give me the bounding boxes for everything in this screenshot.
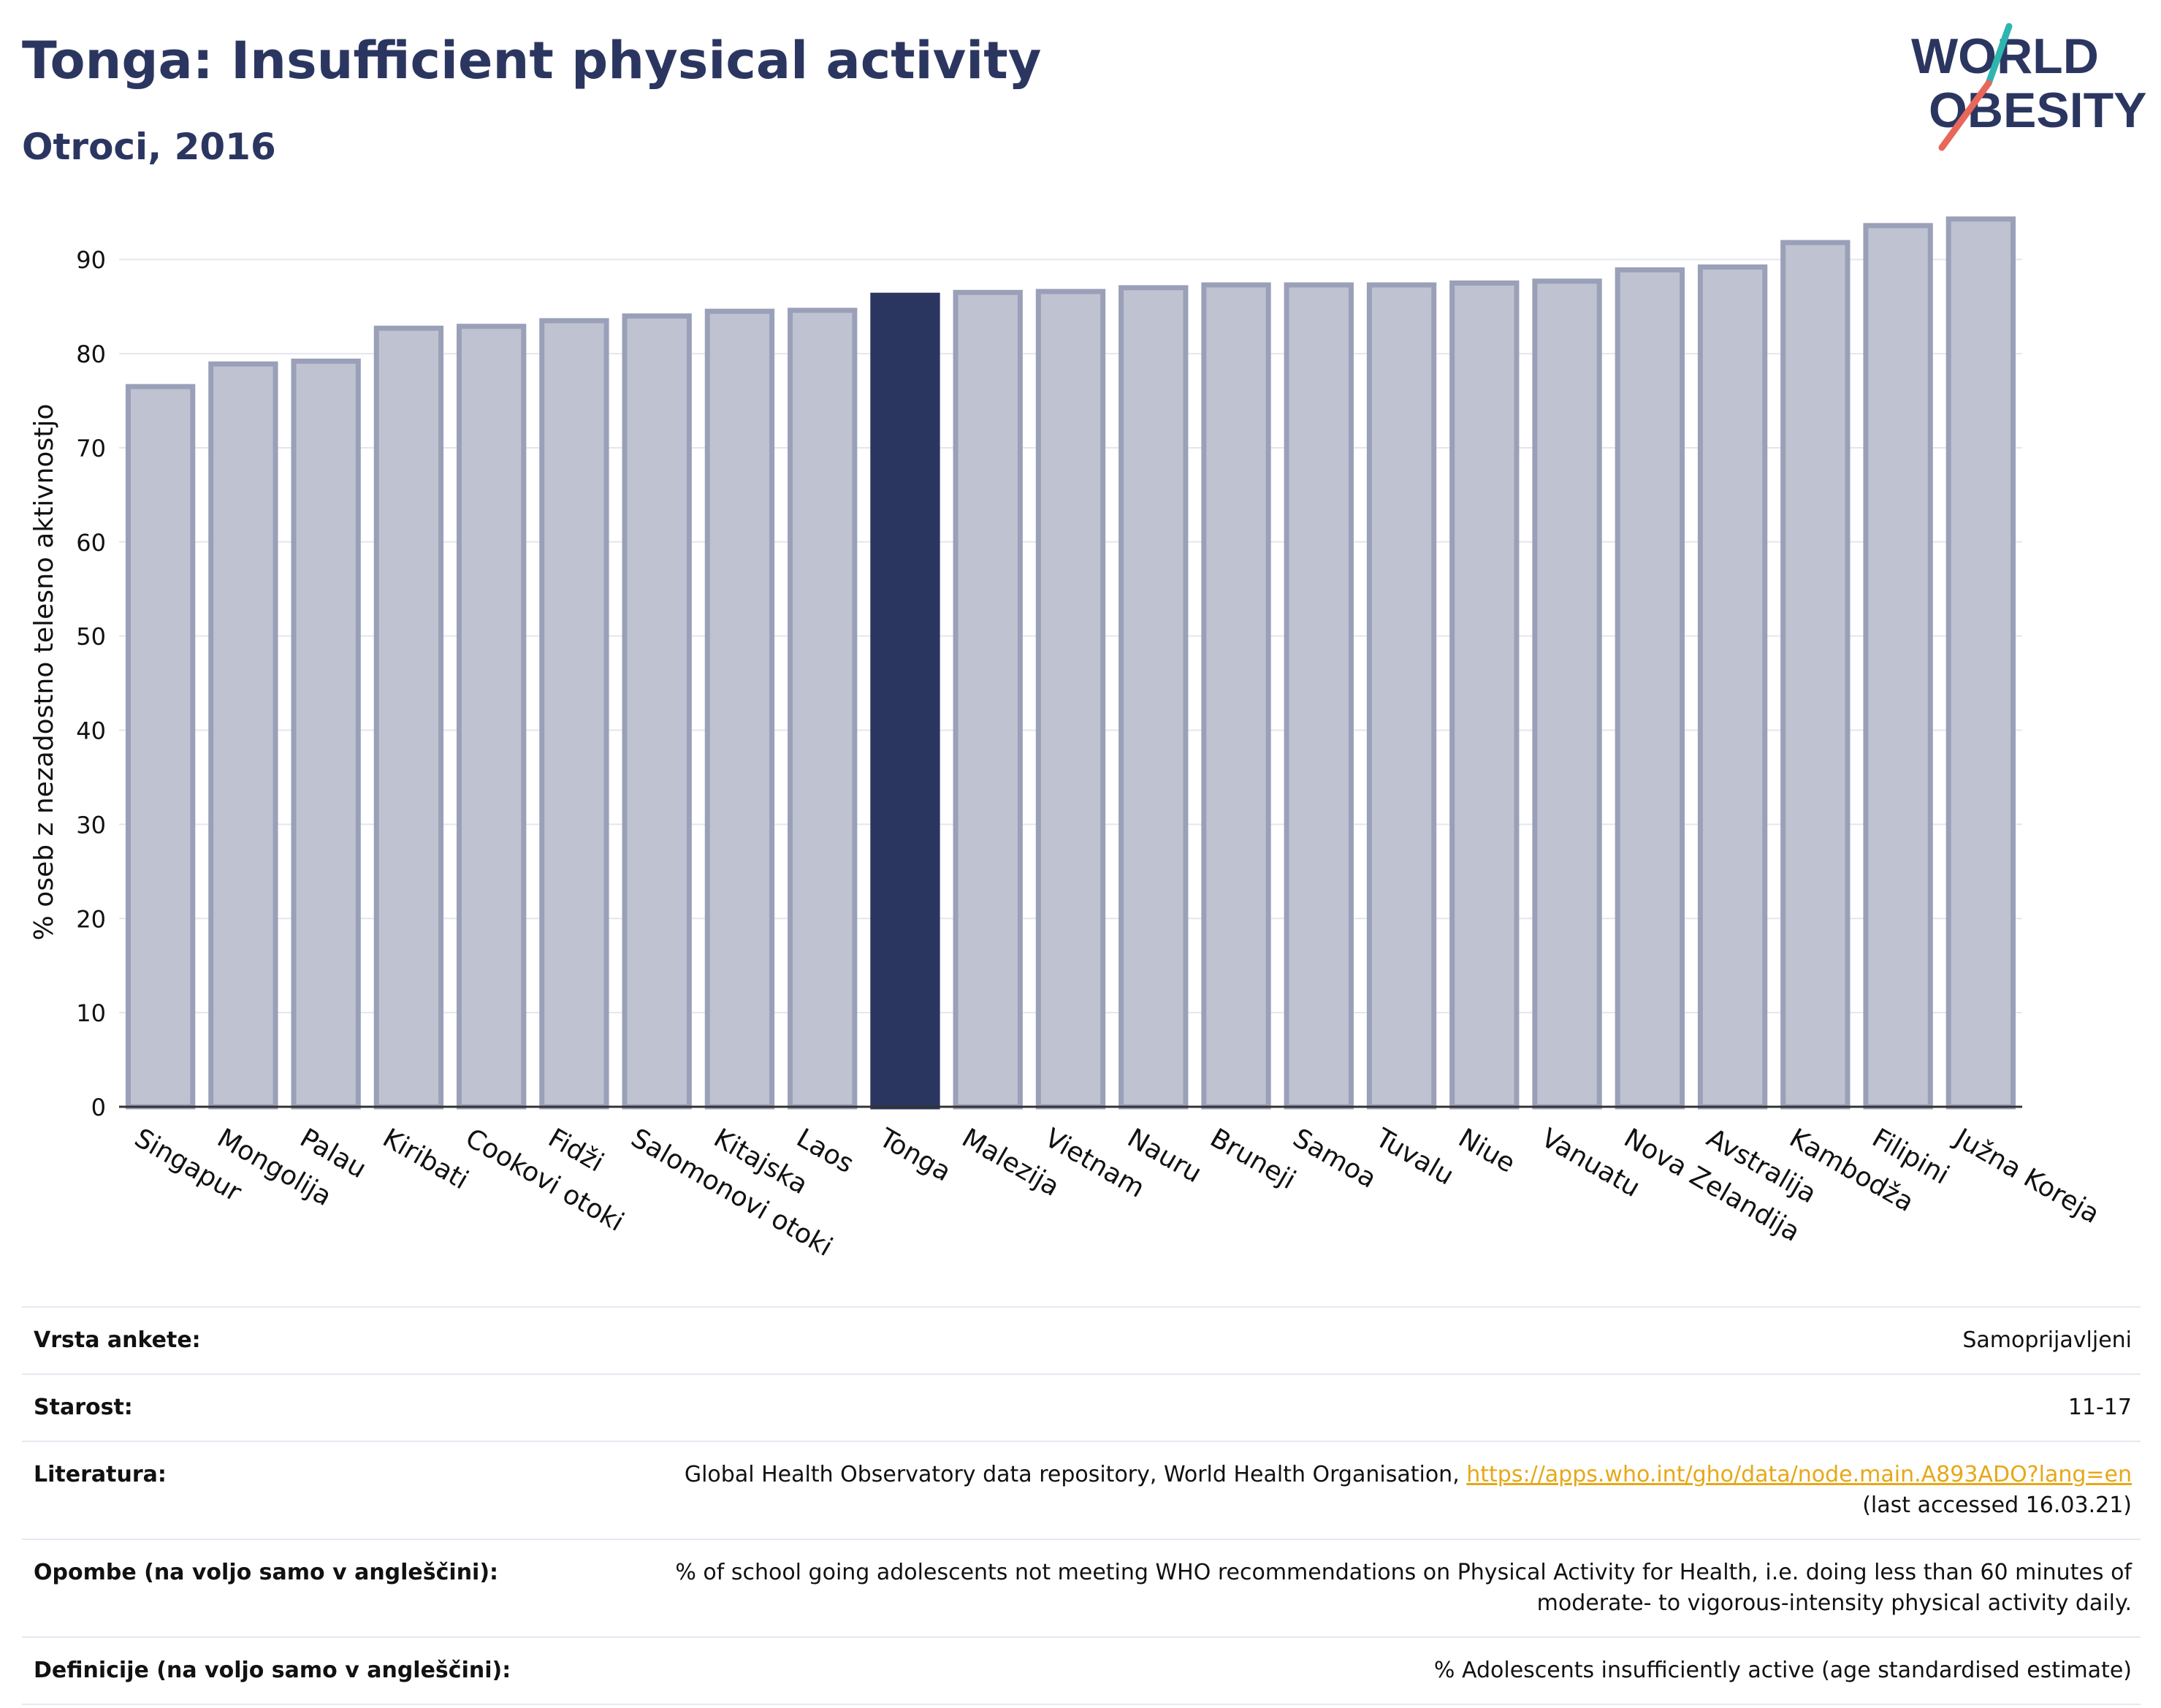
bar xyxy=(1449,280,1520,1110)
bar xyxy=(1863,223,1933,1110)
bar xyxy=(788,308,858,1110)
reference-label: Literatura: xyxy=(34,1462,167,1487)
world-obesity-logo: WORLD OBESITY xyxy=(1911,23,2147,151)
bar xyxy=(539,318,609,1110)
info-row-definitions: Definicije (na voljo samo v angleščini):… xyxy=(22,1636,2141,1705)
x-tick-label: Cookovi otoki xyxy=(460,1123,629,1238)
bar xyxy=(291,358,361,1110)
chart-bars xyxy=(125,216,2016,1110)
reference-value: Global Health Observatory data repositor… xyxy=(560,1460,2132,1521)
bar xyxy=(1366,282,1437,1110)
info-row-reference: Literatura: Global Health Observatory da… xyxy=(22,1441,2141,1539)
reference-link[interactable]: https://apps.who.int/gho/data/node.main.… xyxy=(1466,1462,2132,1487)
y-tick-label: 80 xyxy=(76,340,106,368)
bar xyxy=(1532,278,1602,1110)
x-tick-label: Tuvalu xyxy=(1370,1123,1458,1192)
age-value: 11-17 xyxy=(2067,1395,2132,1420)
bar xyxy=(373,325,444,1110)
survey-value: Samoprijavljeni xyxy=(1962,1327,2132,1353)
notes-label: Opombe (na voljo samo v angleščini): xyxy=(34,1560,499,1585)
x-tick-label: Južna Koreja xyxy=(1948,1122,2104,1229)
y-tick-label: 60 xyxy=(76,529,106,557)
info-table: Vrsta ankete: Samoprijavljeni Starost: 1… xyxy=(22,1306,2141,1705)
y-tick-label: 10 xyxy=(76,999,106,1027)
y-tick-label: 90 xyxy=(76,246,106,274)
bar xyxy=(1780,240,1851,1110)
bar xyxy=(1201,282,1271,1110)
definitions-value: % Adolescents insufficiently active (age… xyxy=(1433,1658,2132,1683)
chart-subtitle: Otroci, 2016 xyxy=(22,126,276,168)
y-tick-label: 20 xyxy=(76,905,106,933)
y-tick-label: 70 xyxy=(76,435,106,462)
info-row-survey: Vrsta ankete: Samoprijavljeni xyxy=(22,1306,2141,1373)
bar xyxy=(1118,285,1189,1110)
y-tick-label: 40 xyxy=(76,717,106,745)
bar xyxy=(704,308,775,1110)
info-row-age: Starost: 11-17 xyxy=(22,1373,2141,1441)
bar xyxy=(1615,267,1685,1110)
age-label: Starost: xyxy=(34,1395,133,1420)
bar xyxy=(208,361,278,1110)
chart-title: Tonga: Insufficient physical activity xyxy=(22,31,1042,91)
x-tick-label: Bruneji xyxy=(1205,1123,1301,1195)
bar xyxy=(1945,216,2016,1110)
reference-accessed: (last accessed 16.03.21) xyxy=(1862,1492,2132,1518)
y-tick-label: 0 xyxy=(91,1094,106,1121)
y-axis-label: % oseb z nezadostno telesno aktivnostjo xyxy=(29,404,59,941)
bar xyxy=(953,289,1023,1110)
notes-value: % of school going adolescents not meetin… xyxy=(675,1560,2132,1616)
y-tick-label: 30 xyxy=(76,811,106,839)
survey-label: Vrsta ankete: xyxy=(34,1327,201,1353)
reference-text: Global Health Observatory data repositor… xyxy=(684,1462,1467,1487)
bar xyxy=(1035,289,1106,1110)
logo-slash-coral xyxy=(1938,80,1992,151)
x-tick-label: Tonga xyxy=(874,1123,956,1188)
bar-chart: 0 10 20 30 40 50 60 70 80 90 SingapurMongolijaPal… xyxy=(29,216,2105,1262)
definitions-label: Definicije (na voljo samo v angleščini): xyxy=(34,1658,511,1683)
x-tick-label: Niue xyxy=(1453,1123,1520,1178)
bar xyxy=(457,324,527,1110)
bar xyxy=(125,384,196,1110)
bar xyxy=(1284,282,1354,1110)
bar xyxy=(1697,264,1768,1110)
y-tick-label: 50 xyxy=(76,623,106,651)
logo-slash-teal xyxy=(1985,23,2013,87)
x-tick-label: Kiribati xyxy=(378,1123,473,1195)
bar-highlight xyxy=(870,292,940,1110)
y-axis-ticks: 0 10 20 30 40 50 60 70 80 90 xyxy=(76,246,106,1121)
info-row-notes: Opombe (na voljo samo v angleščini): % o… xyxy=(22,1539,2141,1636)
bar xyxy=(622,313,692,1110)
x-tick-label: Samoa xyxy=(1288,1123,1381,1194)
